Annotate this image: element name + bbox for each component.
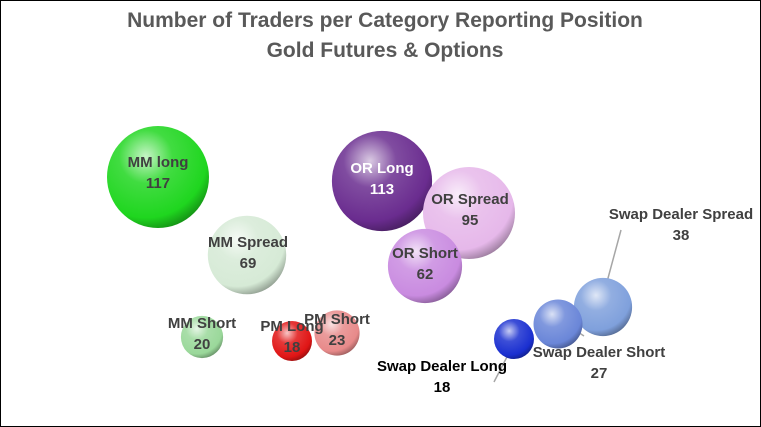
bubble-swap-dealer-long (494, 319, 534, 359)
bubble-label-mm-spread: MM Spread (208, 234, 288, 251)
bubble-mm-long (107, 126, 209, 228)
bubble-label-swap-dealer-long: Swap Dealer Long (377, 358, 507, 375)
bubble-value-or-short: 62 (417, 266, 434, 283)
bubble-value-swap-dealer-spread: 38 (673, 227, 690, 244)
bubble-label-or-spread: OR Spread (431, 191, 509, 208)
bubble-label-mm-short: MM Short (168, 315, 236, 332)
bubble-value-pm-short: 23 (329, 332, 346, 349)
bubble-mm-short (180, 315, 224, 359)
bubble-value-swap-dealer-short: 27 (591, 365, 608, 382)
bubble-pm-short (314, 310, 360, 356)
bubble-value-or-spread: 95 (462, 212, 479, 229)
bubble-value-mm-short: 20 (194, 336, 211, 353)
bubble-label-pm-long: PM Long (260, 318, 323, 335)
bubble-label-mm-long: MM long (128, 154, 189, 171)
bubble-or-long (331, 130, 433, 232)
chart-title: Number of Traders per Category Reporting… (127, 9, 643, 32)
bubble-swap-dealer-short (533, 299, 583, 349)
bubble-label-or-long: OR Long (350, 160, 413, 177)
bubble-label-or-short: OR Short (392, 245, 458, 262)
bubble-label-pm-short: PM Short (304, 311, 370, 328)
bubble-pm-long (272, 321, 312, 361)
bubble-or-short (387, 228, 463, 304)
chart-subtitle: Gold Futures & Options (267, 39, 504, 62)
bubble-label-swap-dealer-spread: Swap Dealer Spread (609, 206, 753, 223)
bubble-label-swap-dealer-short: Swap Dealer Short (533, 344, 666, 361)
bubble-value-or-long: 113 (370, 181, 394, 198)
bubble-value-pm-long: 18 (284, 339, 301, 356)
bubble-swap-dealer-spread (573, 277, 633, 337)
bubble-mm-spread (207, 215, 287, 295)
bubble-value-mm-long: 117 (146, 175, 170, 192)
bubble-value-swap-dealer-long: 18 (434, 379, 451, 396)
bubble-value-mm-spread: 69 (240, 255, 257, 272)
leader-line-swap-dealer-long (493, 352, 510, 383)
